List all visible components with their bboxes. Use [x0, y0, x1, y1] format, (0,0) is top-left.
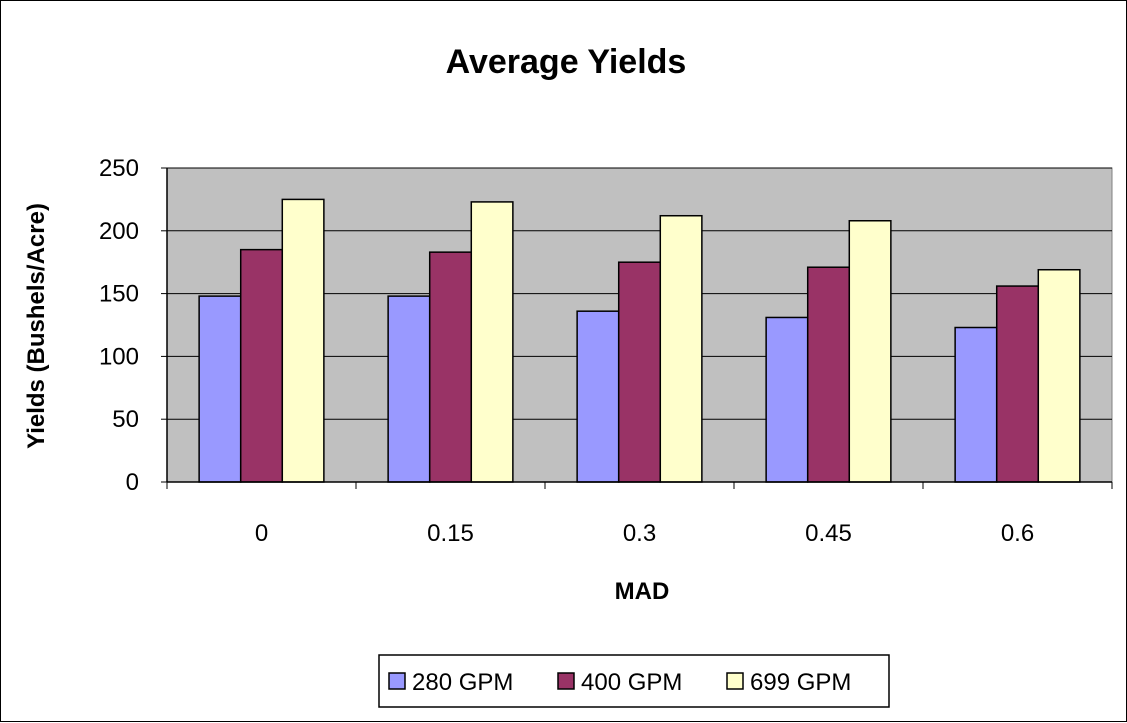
bar-280-gpm [765, 316, 809, 483]
x-tick-label: 0.15 [427, 520, 474, 547]
y-tick-label: 50 [112, 406, 139, 433]
y-tick-label: 100 [99, 343, 139, 370]
x-tick-label: 0.3 [623, 520, 656, 547]
bar-400-gpm [806, 266, 851, 483]
y-tick-label: 250 [99, 155, 139, 182]
bar-280-gpm [576, 310, 620, 483]
bar-699-gpm [659, 214, 703, 483]
bar-699-gpm [1037, 268, 1081, 483]
x-tick-label: 0 [255, 520, 268, 547]
bar-280-gpm [387, 295, 431, 483]
legend-label: 280 GPM [412, 669, 513, 696]
axes [166, 168, 1112, 483]
bar-280-gpm [954, 326, 998, 483]
bar-400-gpm [428, 251, 473, 483]
legend: 280 GPM 400 GPM 699 GPM [378, 654, 890, 708]
legend-box [378, 654, 890, 708]
bar-400-gpm [617, 261, 662, 483]
x-tick-label: 0.45 [805, 520, 852, 547]
x-tick-labels: 0 0.15 0.3 0.45 0.6 [166, 482, 1113, 547]
y-tick-label: 0 [126, 469, 139, 496]
legend-label: 400 GPM [581, 669, 682, 696]
bar-280-gpm [198, 295, 242, 483]
y-tick-labels: 0 50 100 150 200 250 [99, 155, 167, 496]
bar-699-gpm [470, 201, 514, 483]
y-axis-title: Yields (Bushels/Acre) [23, 203, 50, 449]
legend-swatch [557, 672, 575, 690]
legend-swatch [726, 672, 744, 690]
x-axis-title: MAD [615, 578, 670, 605]
chart-title: Average Yields [446, 43, 687, 81]
y-tick-label: 150 [99, 281, 139, 308]
bar-699-gpm [281, 198, 325, 483]
bars [198, 198, 1081, 483]
legend-swatch [388, 672, 406, 690]
bar-699-gpm [848, 220, 892, 483]
y-tick-label: 200 [99, 218, 139, 245]
x-tick-label: 0.6 [1001, 520, 1034, 547]
bar-400-gpm [239, 248, 284, 483]
legend-label: 699 GPM [750, 669, 851, 696]
bar-400-gpm [995, 285, 1040, 483]
